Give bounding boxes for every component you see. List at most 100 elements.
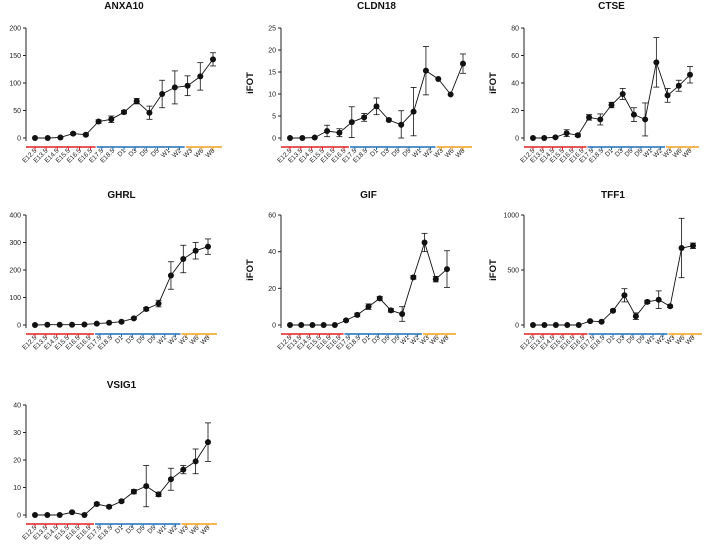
- panel-anxa10: ANXA10iFOT050100150200E12.5E13.5E14.5E15…: [0, 1, 222, 165]
- panel-title: CTSE: [598, 1, 625, 12]
- x-tick-label: D3: [128, 147, 139, 158]
- x-tick-label: D5: [146, 524, 157, 535]
- x-tick-label: W1: [156, 334, 168, 346]
- y-tick-label: 40: [13, 403, 21, 410]
- data-point: [70, 130, 77, 137]
- panel-tff1: TFF1iFOT05001000E12.5E13.5E14.5E15.5E16.…: [488, 190, 702, 352]
- x-tick-label: W2: [422, 147, 434, 159]
- x-tick-label: W6: [189, 334, 201, 346]
- y-axis-label: iFOT: [0, 259, 1, 281]
- x-tick-label: W8: [684, 334, 696, 346]
- data-point: [56, 321, 63, 328]
- data-point: [32, 512, 38, 518]
- x-tick-label: W2: [171, 147, 183, 159]
- data-point: [82, 131, 89, 138]
- data-point: [385, 116, 392, 123]
- y-tick-label: 100: [9, 295, 21, 302]
- x-tick-label: W3: [178, 524, 190, 536]
- x-tick-label: W6: [444, 147, 456, 159]
- data-point: [444, 266, 450, 273]
- data-point: [143, 483, 150, 490]
- panel-title: ANXA10: [104, 1, 144, 12]
- x-tick-label: D3: [614, 147, 625, 158]
- data-point: [541, 135, 548, 141]
- data-point: [118, 318, 125, 325]
- data-point: [81, 512, 88, 518]
- data-point: [32, 135, 38, 141]
- x-tick-label: D5: [150, 147, 161, 158]
- panel-gif: GIFiFOT0204060E12.5E13.5E14.5E15.5E16.5E…: [245, 190, 456, 352]
- data-point: [608, 102, 615, 108]
- data-point: [552, 322, 559, 328]
- data-point: [564, 322, 571, 328]
- data-point: [621, 292, 628, 299]
- data-point: [180, 466, 187, 473]
- x-tick-label: D5: [139, 147, 150, 158]
- data-point: [155, 300, 162, 307]
- y-tick-label: 200: [9, 26, 21, 33]
- data-point: [93, 501, 100, 507]
- data-point: [95, 118, 102, 125]
- data-point: [541, 322, 548, 328]
- x-tick-label: D1: [114, 334, 125, 345]
- x-tick-label: W3: [182, 147, 194, 159]
- y-tick-label: 1000: [503, 213, 519, 220]
- data-point: [373, 103, 380, 110]
- panel-title: CLDN18: [357, 1, 396, 12]
- data-point: [387, 307, 394, 314]
- data-point: [653, 59, 660, 66]
- data-point: [311, 134, 318, 141]
- x-tick-label: W1: [411, 147, 423, 159]
- y-axis-label: iFOT: [245, 259, 256, 281]
- x-tick-label: D5: [625, 334, 636, 345]
- data-point: [192, 458, 199, 465]
- x-tick-label: W8: [454, 147, 466, 159]
- y-tick-label: 30: [13, 430, 21, 437]
- panel-title: GIF: [360, 190, 377, 201]
- data-point: [447, 91, 454, 98]
- data-point: [180, 256, 187, 262]
- y-tick-label: 150: [9, 53, 21, 60]
- x-tick-label: D3: [125, 524, 136, 535]
- data-point: [563, 130, 570, 137]
- data-point: [678, 245, 685, 251]
- data-point: [108, 116, 115, 123]
- data-point: [336, 129, 343, 136]
- y-tick-label: 20: [268, 286, 276, 293]
- series-line: [533, 60, 691, 139]
- x-tick-label: W8: [199, 334, 211, 346]
- y-tick-label: 20: [268, 48, 276, 55]
- data-point: [630, 111, 637, 118]
- data-point: [309, 322, 316, 328]
- panel-title: VSIG1: [107, 380, 137, 391]
- series-line: [290, 240, 448, 326]
- y-tick-label: 100: [9, 81, 21, 88]
- y-tick-label: 0: [272, 136, 276, 143]
- data-point: [298, 322, 305, 328]
- y-tick-label: 5: [272, 114, 276, 121]
- x-tick-label: W1: [160, 147, 172, 159]
- panel-title: GHRL: [107, 190, 135, 201]
- data-point: [210, 56, 216, 63]
- data-point: [81, 321, 88, 328]
- y-tick-label: 25: [268, 26, 276, 33]
- x-tick-label: D5: [633, 147, 644, 158]
- y-tick-label: 40: [511, 81, 519, 88]
- data-point: [664, 92, 671, 99]
- data-point: [655, 296, 662, 303]
- x-tick-label: D5: [146, 334, 157, 345]
- data-point: [44, 512, 51, 518]
- data-point: [143, 306, 150, 313]
- y-tick-label: 0: [272, 323, 276, 330]
- x-tick-label: W2: [167, 334, 179, 346]
- y-tick-label: 80: [511, 26, 519, 33]
- x-tick-label: D1: [369, 147, 380, 158]
- y-tick-label: 0: [17, 513, 21, 520]
- data-point: [435, 76, 442, 83]
- data-point: [57, 134, 64, 141]
- data-point: [348, 119, 355, 126]
- data-point: [619, 91, 626, 97]
- data-point: [197, 73, 204, 80]
- x-tick-label: D5: [381, 334, 392, 345]
- data-point: [365, 303, 372, 310]
